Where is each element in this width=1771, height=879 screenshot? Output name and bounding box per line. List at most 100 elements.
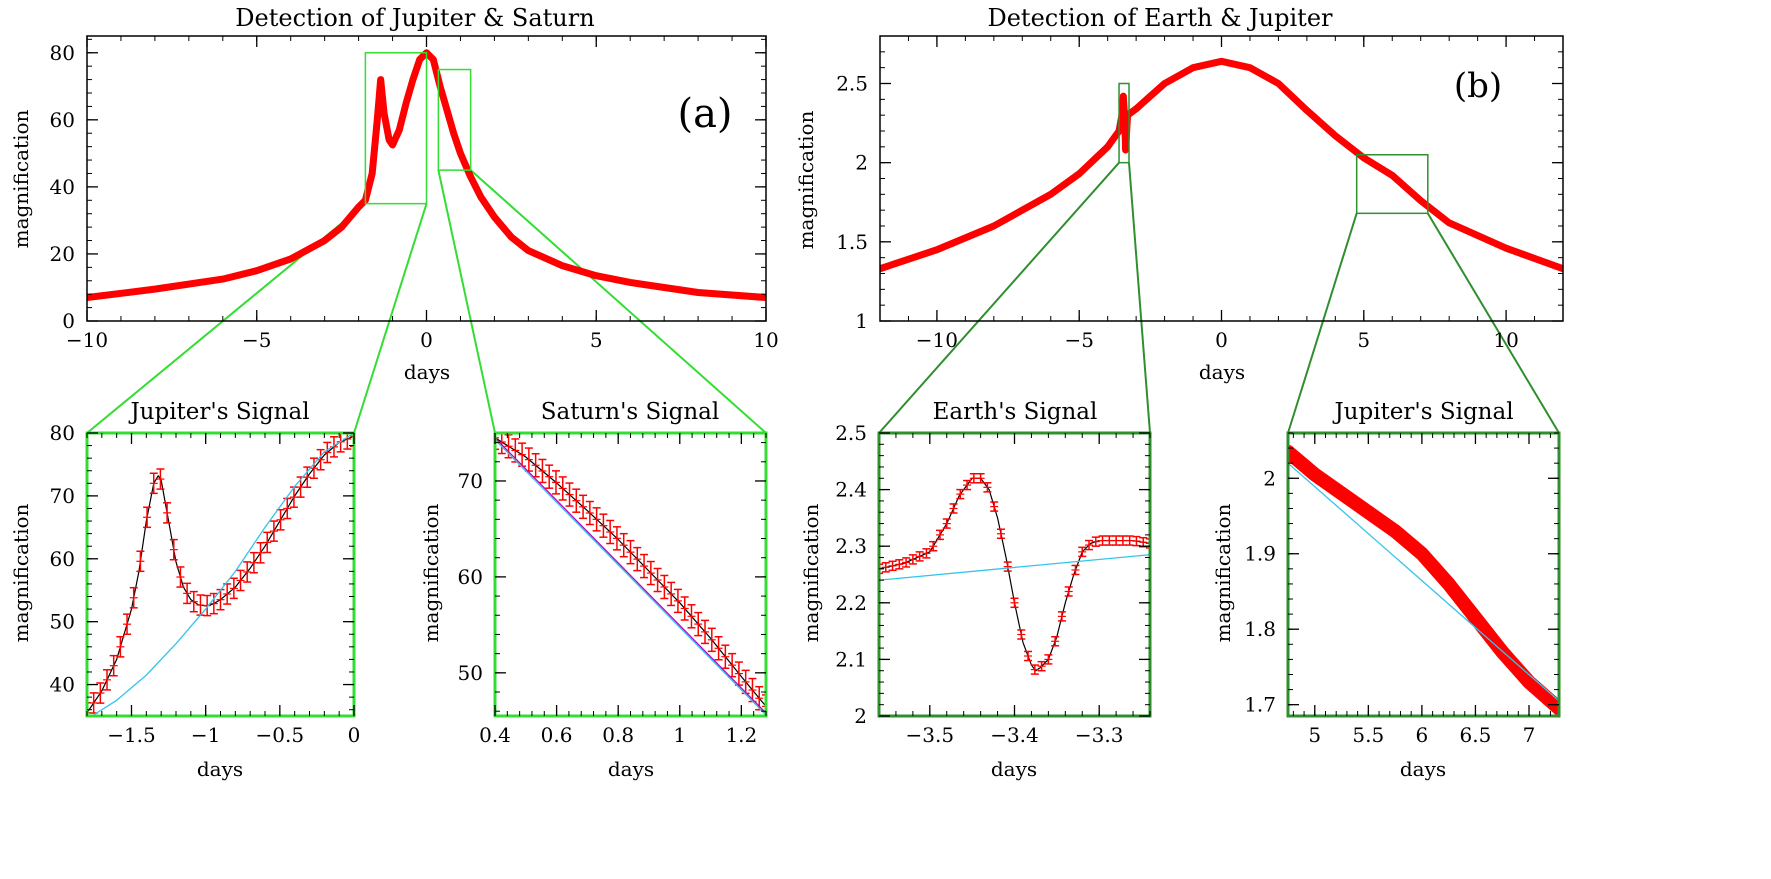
error-bar-markers — [879, 473, 1150, 675]
x-tick-label: 0 — [420, 328, 433, 352]
x-tick-label: −1.5 — [107, 723, 156, 747]
chart-earth-b-ylabel: magnification — [799, 503, 823, 642]
chart-b-panel-label: (b) — [1454, 66, 1502, 106]
x-tick-label: 5 — [1357, 328, 1370, 352]
series-line — [87, 49, 766, 302]
y-tick-label: 2.2 — [835, 591, 867, 615]
zoom-box — [437, 68, 472, 171]
chart-jupiter-a-xlabel: days — [197, 757, 243, 781]
y-tick-label: 1.7 — [1244, 693, 1276, 717]
chart-jupiter-signal-a: Jupiter's Signal days magnification −1.5… — [9, 399, 360, 781]
zoom-connector — [878, 162, 1120, 434]
y-tick-label: 2 — [854, 704, 867, 728]
x-tick-label: 0.4 — [479, 723, 511, 747]
y-tick-label: 1.5 — [836, 230, 868, 254]
x-tick-label: 10 — [753, 328, 778, 352]
chart-b-title: Detection of Earth & Jupiter — [987, 4, 1333, 32]
x-tick-label: 0.6 — [541, 723, 573, 747]
ticks — [494, 433, 767, 716]
y-tick-label: 50 — [458, 661, 483, 685]
ticks — [879, 432, 1151, 717]
y-tick-label: 40 — [50, 175, 75, 199]
y-tick-label: 1.8 — [1244, 617, 1276, 641]
zoom-box — [1355, 154, 1429, 215]
chart-b-overview: Detection of Earth & Jupiter (b) days ma… — [794, 4, 1564, 384]
y-tick-label: 60 — [50, 108, 75, 132]
chart-earth-signal-b: Earth's Signal days magnification −3.5 −3… — [799, 399, 1152, 781]
error-bar-markers — [87, 433, 354, 716]
plot-area — [1288, 444, 1559, 716]
x-tick-label: 5.5 — [1352, 723, 1384, 747]
y-tick-label: 80 — [50, 41, 75, 65]
x-tick-label: 5 — [590, 328, 603, 352]
chart-jupiter-signal-b: Jupiter's Signal days magnification 5 5.5… — [1211, 399, 1561, 781]
x-tick-label: −10 — [916, 328, 958, 352]
plot-frame — [877, 431, 1152, 718]
y-tick-label: 0 — [62, 309, 75, 333]
x-tick-label: 0 — [348, 723, 361, 747]
chart-jupiter-b-ylabel: magnification — [1211, 503, 1235, 642]
chart-earth-b-xlabel: days — [991, 757, 1037, 781]
zoom-connector — [353, 203, 428, 434]
chart-jupiter-b-title: Jupiter's Signal — [1332, 399, 1513, 425]
y-tick-label: 20 — [50, 242, 75, 266]
plot-area — [87, 433, 354, 716]
y-tick-label: 80 — [50, 421, 75, 445]
plot-area — [880, 57, 1563, 273]
plot-area — [495, 433, 766, 716]
zoom-connector-lines — [86, 162, 1560, 434]
series-line — [879, 477, 1150, 672]
chart-saturn-a-xlabel: days — [608, 757, 654, 781]
chart-jupiter-a-title: Jupiter's Signal — [128, 399, 309, 425]
chart-a-xlabel: days — [404, 360, 450, 384]
chart-saturn-signal-a: Saturn's Signal days magnification 0.4 0.… — [419, 399, 768, 781]
y-tick-label: 40 — [50, 673, 75, 697]
ticks — [86, 432, 355, 716]
x-tick-label: −3.4 — [990, 723, 1039, 747]
chart-jupiter-a-ylabel: magnification — [9, 503, 33, 642]
y-tick-label: 2.1 — [835, 647, 867, 671]
ticks — [1288, 432, 1559, 716]
x-tick-label: 6.5 — [1460, 723, 1492, 747]
y-tick-label: 50 — [50, 610, 75, 634]
y-tick-label: 70 — [50, 484, 75, 508]
chart-a-overview: Detection of Jupiter & Saturn (a) days m… — [9, 4, 779, 384]
ticks — [879, 35, 1564, 322]
plot-frame — [1286, 431, 1561, 718]
y-tick-label: 1.9 — [1244, 542, 1276, 566]
zoom-box — [1118, 82, 1130, 164]
plot-area — [87, 49, 766, 302]
series-line — [879, 554, 1150, 581]
y-tick-label: 70 — [458, 469, 483, 493]
x-tick-label: −5 — [1064, 328, 1093, 352]
chart-b-xlabel: days — [1199, 360, 1245, 384]
zoom-connector — [469, 169, 767, 434]
y-tick-label: 60 — [458, 565, 483, 589]
x-tick-label: 7 — [1523, 723, 1536, 747]
x-tick-label: −1 — [191, 723, 220, 747]
chart-a-panel-label: (a) — [677, 91, 732, 137]
series-line — [1288, 444, 1559, 716]
y-tick-label: 2.3 — [835, 534, 867, 558]
chart-saturn-a-ylabel: magnification — [419, 503, 443, 642]
zoom-connector — [437, 169, 496, 434]
x-tick-label: 0 — [1215, 328, 1228, 352]
x-tick-label: −3.5 — [906, 723, 955, 747]
chart-a-title: Detection of Jupiter & Saturn — [235, 4, 594, 32]
y-tick-label: 1 — [855, 309, 868, 333]
zoom-connector — [1287, 213, 1358, 434]
x-tick-label: −3.3 — [1075, 723, 1124, 747]
zoom-connector — [1128, 162, 1151, 434]
chart-saturn-a-title: Saturn's Signal — [541, 399, 720, 425]
x-tick-label: −10 — [66, 328, 108, 352]
y-tick-label: 2 — [855, 151, 868, 175]
series-line — [90, 433, 354, 716]
x-tick-label: 1.2 — [725, 723, 757, 747]
y-tick-label: 2.5 — [836, 72, 868, 96]
chart-b-ylabel: magnification — [794, 110, 818, 249]
chart-jupiter-b-xlabel: days — [1400, 757, 1446, 781]
series-line — [1288, 462, 1559, 702]
x-tick-label: −0.5 — [256, 723, 305, 747]
x-tick-label: 1 — [673, 723, 686, 747]
